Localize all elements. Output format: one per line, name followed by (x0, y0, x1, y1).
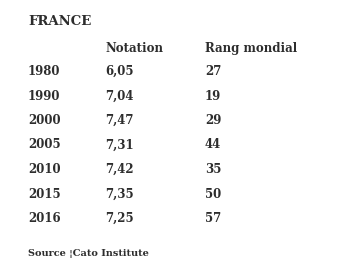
Text: 50: 50 (205, 187, 221, 201)
Text: 7,25: 7,25 (105, 212, 134, 225)
Text: 44: 44 (205, 139, 221, 151)
Text: 7,31: 7,31 (105, 139, 134, 151)
Text: Rang mondial: Rang mondial (205, 42, 297, 55)
Text: FRANCE: FRANCE (28, 15, 91, 28)
Text: 7,42: 7,42 (105, 163, 134, 176)
Text: 2005: 2005 (28, 139, 61, 151)
Text: 35: 35 (205, 163, 221, 176)
Text: 2016: 2016 (28, 212, 61, 225)
Text: 2000: 2000 (28, 114, 61, 127)
Text: 19: 19 (205, 89, 221, 103)
Text: 7,35: 7,35 (105, 187, 134, 201)
Text: 1990: 1990 (28, 89, 60, 103)
Text: 57: 57 (205, 212, 221, 225)
Text: Notation: Notation (105, 42, 163, 55)
Text: 7,47: 7,47 (105, 114, 134, 127)
Text: Source ¦Cato Institute: Source ¦Cato Institute (28, 249, 149, 258)
Text: 2010: 2010 (28, 163, 61, 176)
Text: 6,05: 6,05 (105, 65, 134, 78)
Text: 2015: 2015 (28, 187, 61, 201)
Text: 1980: 1980 (28, 65, 60, 78)
Text: 27: 27 (205, 65, 221, 78)
Text: 29: 29 (205, 114, 221, 127)
Text: 7,04: 7,04 (105, 89, 134, 103)
